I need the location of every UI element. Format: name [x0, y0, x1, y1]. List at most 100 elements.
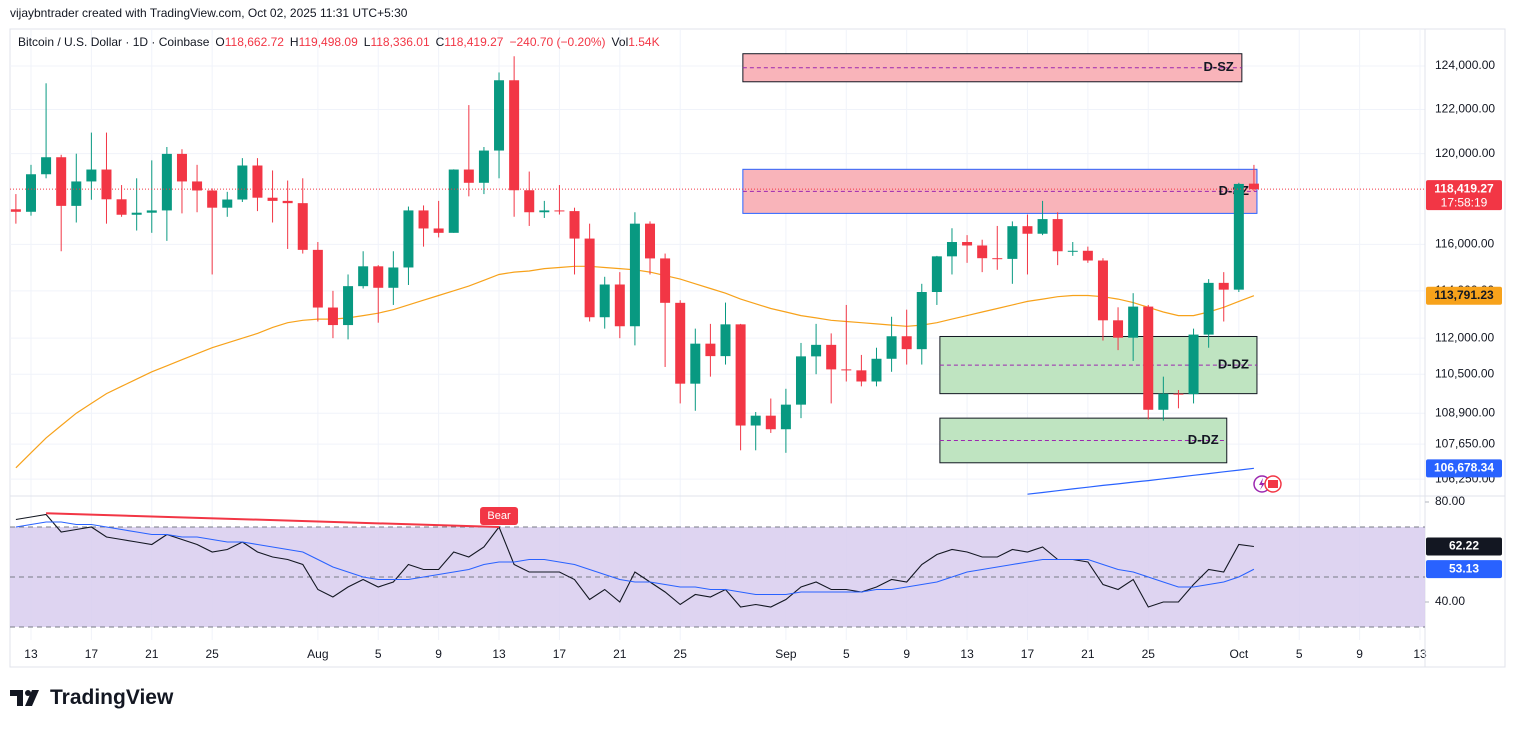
annotation-label: Bear	[487, 510, 511, 522]
symbol: Bitcoin / U.S. Dollar · 1D · Coinbase	[18, 35, 210, 49]
candle-body	[146, 210, 157, 213]
x-tick-label: 17	[1021, 647, 1035, 661]
candle-body	[161, 153, 172, 211]
legend-value: 118,419.27	[444, 35, 504, 49]
candle-body	[811, 344, 822, 357]
candle-body	[373, 266, 384, 288]
candle-body	[826, 344, 837, 370]
candle-body	[992, 258, 1003, 260]
candle-body	[841, 369, 852, 371]
candle-body	[795, 356, 806, 405]
rsi-value-label: 53.13	[1449, 561, 1479, 575]
candle-body	[448, 169, 459, 233]
candle-body	[116, 199, 127, 215]
zone-label: D-SZ	[1204, 59, 1234, 74]
candle-body	[1188, 334, 1199, 395]
candle-body	[282, 200, 293, 204]
divergence-line	[46, 512, 500, 528]
candle-body	[720, 324, 731, 357]
x-tick-label: Oct	[1230, 647, 1249, 661]
candle-body	[1173, 393, 1184, 395]
x-tick-label: 9	[903, 647, 910, 661]
candle-body	[539, 210, 550, 213]
zone	[742, 53, 1243, 83]
candle-body	[1037, 219, 1048, 234]
candle-body	[1143, 306, 1154, 410]
legend-key: H	[289, 35, 299, 49]
icon	[1268, 480, 1278, 488]
candle-body	[1158, 393, 1169, 410]
candle-body	[176, 153, 187, 182]
x-tick-label: 5	[1296, 647, 1303, 661]
x-tick-label: 21	[1081, 647, 1095, 661]
candle-body	[463, 169, 474, 183]
candle-body	[735, 324, 746, 426]
candle-body	[343, 286, 354, 326]
candle-body	[1067, 250, 1078, 252]
candle-body	[25, 174, 36, 212]
candle-body	[584, 238, 595, 318]
legend-key: O	[215, 35, 225, 49]
legend-key: C	[435, 35, 445, 49]
logo	[10, 690, 39, 706]
candle-body	[629, 223, 640, 327]
rsi-line	[15, 513, 1254, 608]
x-tick-label: 13	[960, 647, 974, 661]
y-tick-label: 40.00	[1435, 594, 1465, 608]
candle-body	[871, 358, 882, 382]
rsi-value-label-box	[1426, 537, 1502, 556]
candle-body	[886, 336, 897, 359]
zone-label: D-DZ	[1218, 357, 1249, 372]
rsi-band	[10, 527, 1425, 627]
candle-body	[433, 228, 444, 233]
x-tick-label: 17	[85, 647, 99, 661]
icon	[1259, 478, 1265, 490]
candle-body	[1203, 282, 1214, 335]
zone-label: D-SZ	[1219, 183, 1249, 198]
candle-body	[267, 197, 278, 201]
candle-body	[56, 157, 67, 206]
y-tick-label: 110,500.00	[1435, 366, 1494, 380]
x-tick-label: 21	[145, 647, 159, 661]
price-label: 118,419.27	[1434, 181, 1494, 195]
x-tick-label: 13	[1413, 647, 1427, 661]
candle-body	[71, 181, 82, 206]
x-tick-label: 5	[375, 647, 382, 661]
y-tick-label: 108,900.00	[1435, 405, 1495, 419]
rsi-value-label-box	[1426, 560, 1502, 579]
legend-value: 118,336.01	[370, 35, 430, 49]
y-tick-label: 112,000.00	[1435, 330, 1494, 344]
candle-body	[1113, 320, 1124, 338]
candle-body	[358, 266, 369, 287]
candle-body	[750, 415, 761, 426]
candle-body	[388, 267, 399, 288]
x-tick-label: 13	[492, 647, 506, 661]
ma-label-box	[1426, 286, 1502, 305]
ma-label: 113,791.23	[1434, 288, 1494, 302]
candle-body	[327, 307, 338, 326]
candle-body	[1218, 282, 1229, 290]
candle-body	[705, 343, 716, 357]
rsi-line	[15, 521, 1255, 596]
legend-value: 1.54K	[628, 35, 660, 49]
x-tick-label: Sep	[775, 647, 797, 661]
footer: TradingView	[10, 686, 173, 710]
x-tick-label: 25	[205, 647, 219, 661]
candle-body	[1248, 183, 1259, 190]
price-box	[1426, 180, 1502, 211]
candle-body	[101, 169, 112, 200]
candle-body	[569, 211, 580, 239]
candle-body	[86, 169, 97, 182]
countdown: 17:58:19	[1441, 195, 1488, 209]
moving-average	[1027, 467, 1254, 495]
y-tick-label: 122,000.00	[1435, 102, 1495, 116]
candle-body	[931, 256, 942, 293]
candle-body	[1097, 260, 1108, 321]
candle-body	[780, 404, 791, 430]
y-tick-label: 80.00	[1435, 494, 1465, 508]
x-tick-label: 9	[435, 647, 442, 661]
legend-change: −240.70 (−0.20%)	[509, 35, 606, 49]
candle-body	[509, 80, 520, 191]
candle-body	[977, 245, 988, 259]
brand: TradingView	[50, 686, 174, 709]
